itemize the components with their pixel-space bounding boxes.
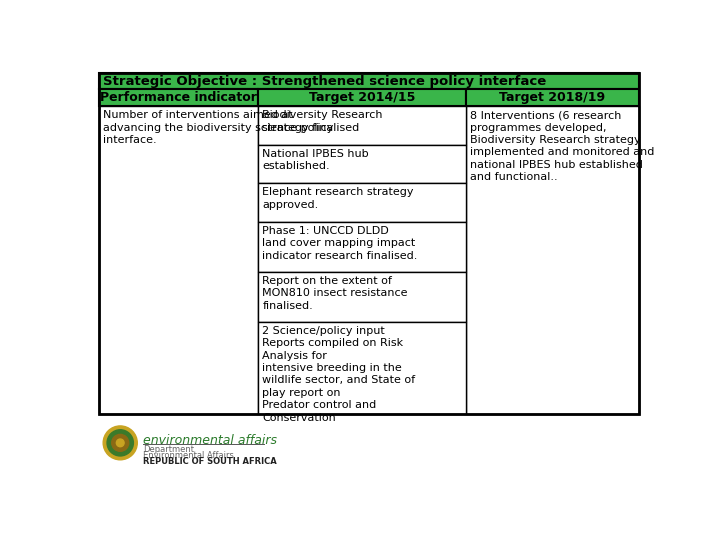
Bar [258, 222, 466, 272]
Text: Phase 1: UNCCD DLDD
land cover mapping impact
indicator research finalised.: Phase 1: UNCCD DLDD land cover mapping i… [262, 226, 418, 260]
Text: National IPBES hub
established.: National IPBES hub established. [262, 148, 369, 171]
Text: Elephant research strategy
approved.: Elephant research strategy approved. [262, 187, 414, 210]
Bar [99, 106, 258, 414]
Bar [258, 90, 466, 106]
Text: 8 Interventions (6 research
programmes developed,
Biodiversity Research strategy: 8 Interventions (6 research programmes d… [470, 110, 654, 182]
Text: Environmental Affairs: Environmental Affairs [143, 451, 234, 460]
Bar [258, 272, 466, 322]
Bar [258, 145, 466, 184]
Bar [99, 72, 639, 414]
Circle shape [107, 430, 133, 456]
Text: Target 2014/15: Target 2014/15 [309, 91, 415, 104]
Bar [466, 90, 639, 106]
Text: Target 2018/19: Target 2018/19 [500, 91, 606, 104]
Text: Number of interventions aimed at
advancing the biodiversity science policy
inter: Number of interventions aimed at advanci… [103, 110, 333, 145]
Bar [258, 184, 466, 222]
Bar [99, 90, 258, 106]
Circle shape [117, 439, 124, 447]
Bar [99, 72, 639, 90]
Bar [258, 106, 466, 145]
Text: environmental affairs: environmental affairs [143, 434, 277, 447]
Text: Strategic Objective : Strengthened science policy interface: Strategic Objective : Strengthened scien… [103, 75, 546, 88]
Bar [466, 106, 639, 414]
Text: Performance indicator: Performance indicator [100, 91, 257, 104]
Circle shape [112, 434, 129, 451]
Text: Biodiversity Research
strategy finalised: Biodiversity Research strategy finalised [262, 110, 383, 133]
Text: Report on the extent of
MON810 insect resistance
finalised.: Report on the extent of MON810 insect re… [262, 276, 408, 310]
Bar [258, 322, 466, 414]
Text: 2 Science/policy input
Reports compiled on Risk
Analysis for
intensive breeding : 2 Science/policy input Reports compiled … [262, 326, 415, 423]
Text: REPUBLIC OF SOUTH AFRICA: REPUBLIC OF SOUTH AFRICA [143, 457, 277, 467]
Text: Department: Department [143, 445, 194, 454]
Circle shape [103, 426, 138, 460]
